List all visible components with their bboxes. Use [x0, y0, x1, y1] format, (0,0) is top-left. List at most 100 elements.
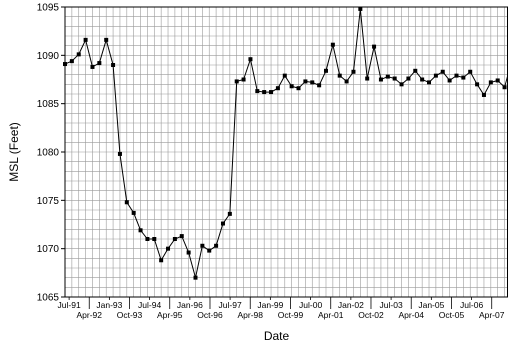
- data-point: [289, 84, 294, 89]
- data-point: [282, 73, 287, 78]
- data-point: [69, 59, 74, 64]
- data-point: [461, 75, 466, 80]
- data-point: [152, 237, 157, 241]
- x-tick-label: Apr-01: [318, 310, 344, 320]
- data-point: [296, 86, 301, 91]
- x-tick-label: Jan-02: [338, 300, 364, 310]
- x-tick-label: Oct-99: [278, 310, 304, 320]
- y-axis-title: MSL (Feet): [7, 122, 21, 182]
- x-tick-label: Apr-95: [157, 310, 183, 320]
- data-point: [172, 237, 177, 241]
- data-point: [323, 68, 328, 73]
- grid: [64, 6, 508, 298]
- data-point: [502, 85, 507, 90]
- data-point: [351, 69, 356, 74]
- x-tick-label: Jul-03: [380, 300, 403, 310]
- data-point: [166, 246, 171, 251]
- x-axis-ticks: Jul-91Apr-92Jan-93Oct-93Jul-94Apr-95Jan-…: [58, 297, 505, 320]
- x-tick-label: Jul-00: [299, 300, 322, 310]
- data-point: [97, 61, 102, 66]
- x-tick-label: Jul-06: [460, 300, 483, 310]
- y-tick-label: 1075: [37, 196, 60, 207]
- data-point: [406, 76, 411, 81]
- y-tick-label: 1095: [37, 3, 60, 14]
- x-tick-label: Oct-05: [439, 310, 465, 320]
- y-tick-label: 1090: [37, 51, 60, 62]
- data-point: [269, 90, 274, 95]
- data-point: [234, 79, 239, 84]
- data-point: [138, 228, 143, 233]
- y-tick-label: 1080: [37, 148, 60, 159]
- x-tick-label: Jan-96: [177, 300, 203, 310]
- data-point: [358, 6, 363, 11]
- data-point: [344, 79, 349, 84]
- data-point: [275, 86, 280, 91]
- data-point: [475, 82, 480, 87]
- x-axis-title: Date: [264, 329, 290, 343]
- x-tick-label: Jul-94: [138, 300, 161, 310]
- x-tick-label: Oct-96: [197, 310, 223, 320]
- y-tick-label: 1065: [37, 293, 60, 304]
- data-point: [76, 52, 81, 57]
- data-point: [495, 78, 500, 83]
- y-tick-label: 1070: [37, 244, 60, 255]
- data-point: [447, 78, 452, 83]
- data-point: [488, 80, 493, 85]
- data-point: [90, 64, 95, 69]
- data-point: [220, 221, 225, 226]
- x-tick-label: Apr-92: [76, 310, 102, 320]
- x-tick-label: Apr-98: [237, 310, 263, 320]
- data-point: [145, 237, 150, 241]
- x-tick-label: Oct-02: [358, 310, 384, 320]
- data-point: [104, 37, 109, 42]
- data-point: [365, 76, 370, 81]
- data-point: [214, 243, 219, 248]
- x-tick-label: Apr-07: [479, 310, 505, 320]
- data-point: [111, 63, 116, 67]
- data-point: [330, 42, 335, 47]
- data-point: [63, 62, 67, 67]
- data-point: [200, 243, 205, 248]
- data-point: [433, 73, 438, 78]
- data-point: [303, 79, 308, 84]
- data-point: [454, 73, 459, 78]
- x-tick-label: Oct-93: [117, 310, 143, 320]
- x-tick-label: Jul-97: [219, 300, 242, 310]
- data-point: [248, 57, 253, 62]
- data-point: [193, 275, 198, 280]
- data-point: [385, 74, 390, 79]
- data-point: [117, 151, 122, 156]
- x-tick-label: Apr-04: [398, 310, 424, 320]
- data-point: [420, 77, 425, 82]
- x-tick-label: Jan-93: [96, 300, 122, 310]
- data-point: [317, 83, 322, 88]
- data-point: [131, 210, 136, 215]
- data-point: [378, 77, 383, 82]
- y-axis-ticks: 1065 1070 1075 1080 1085 1090 1095: [37, 3, 65, 304]
- data-point: [310, 80, 315, 85]
- x-tick-label: Jan-05: [418, 300, 444, 310]
- data-point: [468, 69, 473, 74]
- data-point: [392, 76, 397, 81]
- data-point: [399, 82, 404, 87]
- x-tick-label: Jul-91: [58, 300, 81, 310]
- data-point: [413, 68, 418, 73]
- data-point: [255, 89, 260, 94]
- data-point: [227, 211, 232, 216]
- y-tick-label: 1085: [37, 99, 60, 110]
- data-point: [440, 69, 445, 74]
- data-point: [159, 258, 164, 263]
- data-point: [124, 200, 129, 205]
- x-tick-label: Jan-99: [257, 300, 283, 310]
- series-group: [63, 6, 508, 280]
- data-point: [262, 90, 267, 95]
- data-point: [179, 234, 184, 239]
- data-point: [481, 92, 486, 97]
- data-point: [241, 77, 246, 82]
- data-point: [372, 44, 377, 49]
- data-point: [427, 80, 432, 85]
- data-point: [337, 73, 342, 78]
- data-point: [83, 37, 88, 42]
